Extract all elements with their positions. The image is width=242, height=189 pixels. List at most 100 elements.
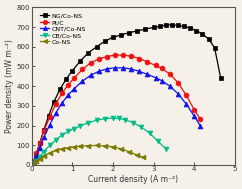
Pt/C	[199, 118, 202, 120]
CB/Co-NS	[112, 117, 114, 119]
Co-NS	[79, 145, 82, 147]
CB/Co-NS	[132, 122, 135, 124]
NG/Co-NS	[201, 33, 204, 35]
Pt/C	[122, 54, 125, 56]
CB/Co-NS	[87, 122, 90, 124]
Y-axis label: Power density (mW m⁻²): Power density (mW m⁻²)	[5, 39, 14, 133]
CNT/Co-NS	[122, 67, 125, 69]
CB/Co-NS	[148, 132, 151, 134]
CB/Co-NS	[60, 134, 63, 136]
Co-NS	[48, 152, 51, 154]
Pt/C	[154, 64, 157, 67]
Pt/C	[138, 57, 141, 60]
CNT/Co-NS	[193, 115, 196, 117]
NG/Co-NS	[32, 161, 35, 163]
NG/Co-NS	[53, 101, 55, 103]
CNT/Co-NS	[160, 80, 163, 82]
NG/Co-NS	[189, 27, 192, 29]
NG/Co-NS	[170, 24, 173, 26]
Co-NS	[95, 144, 98, 147]
CNT/Co-NS	[54, 112, 57, 114]
CB/Co-NS	[103, 118, 106, 120]
NG/Co-NS	[207, 38, 210, 40]
Line: NG/Co-NS: NG/Co-NS	[31, 22, 223, 164]
CB/Co-NS	[67, 130, 70, 133]
NG/Co-NS	[213, 47, 216, 49]
CB/Co-NS	[156, 140, 159, 142]
Co-NS	[136, 154, 139, 156]
Pt/C	[185, 94, 188, 96]
NG/Co-NS	[103, 40, 106, 42]
CB/Co-NS	[79, 125, 82, 127]
CNT/Co-NS	[60, 102, 63, 104]
NG/Co-NS	[59, 88, 61, 90]
NG/Co-NS	[112, 36, 114, 38]
Pt/C	[60, 92, 63, 94]
NG/Co-NS	[42, 129, 45, 132]
Pt/C	[113, 54, 116, 56]
CNT/Co-NS	[35, 155, 38, 157]
NG/Co-NS	[120, 34, 122, 36]
CNT/Co-NS	[42, 136, 45, 139]
CB/Co-NS	[48, 144, 51, 146]
NG/Co-NS	[95, 46, 98, 48]
CB/Co-NS	[140, 126, 143, 128]
CNT/Co-NS	[113, 67, 116, 69]
Line: CB/Co-NS: CB/Co-NS	[31, 116, 168, 166]
Co-NS	[38, 158, 41, 160]
Co-NS	[120, 148, 122, 150]
Line: Co-NS: Co-NS	[31, 143, 146, 166]
NG/Co-NS	[144, 28, 147, 30]
Co-NS	[67, 146, 70, 149]
NG/Co-NS	[183, 25, 186, 28]
Pt/C	[130, 55, 133, 57]
Pt/C	[105, 56, 108, 58]
Pt/C	[54, 103, 57, 105]
NG/Co-NS	[136, 30, 139, 32]
CB/Co-NS	[35, 160, 38, 162]
CNT/Co-NS	[38, 146, 41, 149]
CB/Co-NS	[42, 150, 45, 153]
Pt/C	[67, 84, 70, 86]
CNT/Co-NS	[146, 73, 149, 75]
Pt/C	[48, 115, 51, 118]
Pt/C	[32, 160, 35, 162]
Pt/C	[73, 77, 76, 79]
NG/Co-NS	[195, 29, 198, 32]
CNT/Co-NS	[199, 125, 202, 127]
CNT/Co-NS	[138, 70, 141, 73]
CNT/Co-NS	[73, 87, 76, 90]
Co-NS	[103, 145, 106, 147]
NG/Co-NS	[152, 26, 155, 29]
Co-NS	[128, 151, 131, 153]
NG/Co-NS	[47, 115, 50, 117]
X-axis label: Current density (A m⁻²): Current density (A m⁻²)	[88, 175, 178, 184]
CNT/Co-NS	[130, 68, 133, 70]
Pt/C	[81, 68, 84, 70]
Legend: NG/Co-NS, Pt/C, CNT/Co-NS, CB/Co-NS, Co-NS: NG/Co-NS, Pt/C, CNT/Co-NS, CB/Co-NS, Co-…	[39, 12, 87, 46]
Co-NS	[60, 148, 63, 150]
Pt/C	[38, 142, 41, 144]
CNT/Co-NS	[89, 74, 92, 77]
NG/Co-NS	[164, 24, 167, 26]
CNT/Co-NS	[97, 70, 100, 73]
NG/Co-NS	[38, 142, 41, 144]
NG/Co-NS	[71, 70, 74, 72]
Co-NS	[142, 156, 145, 159]
CNT/Co-NS	[32, 161, 35, 164]
CNT/Co-NS	[81, 80, 84, 82]
CB/Co-NS	[38, 156, 41, 158]
Line: Pt/C: Pt/C	[31, 53, 203, 163]
CB/Co-NS	[95, 119, 98, 121]
NG/Co-NS	[65, 78, 68, 80]
CB/Co-NS	[32, 162, 35, 165]
CB/Co-NS	[73, 127, 76, 130]
NG/Co-NS	[158, 25, 161, 28]
CB/Co-NS	[164, 148, 167, 150]
NG/Co-NS	[79, 60, 82, 62]
Line: CNT/Co-NS: CNT/Co-NS	[31, 65, 203, 165]
Pt/C	[177, 81, 180, 84]
CB/Co-NS	[124, 119, 127, 121]
CNT/Co-NS	[177, 93, 180, 95]
CNT/Co-NS	[48, 123, 51, 126]
